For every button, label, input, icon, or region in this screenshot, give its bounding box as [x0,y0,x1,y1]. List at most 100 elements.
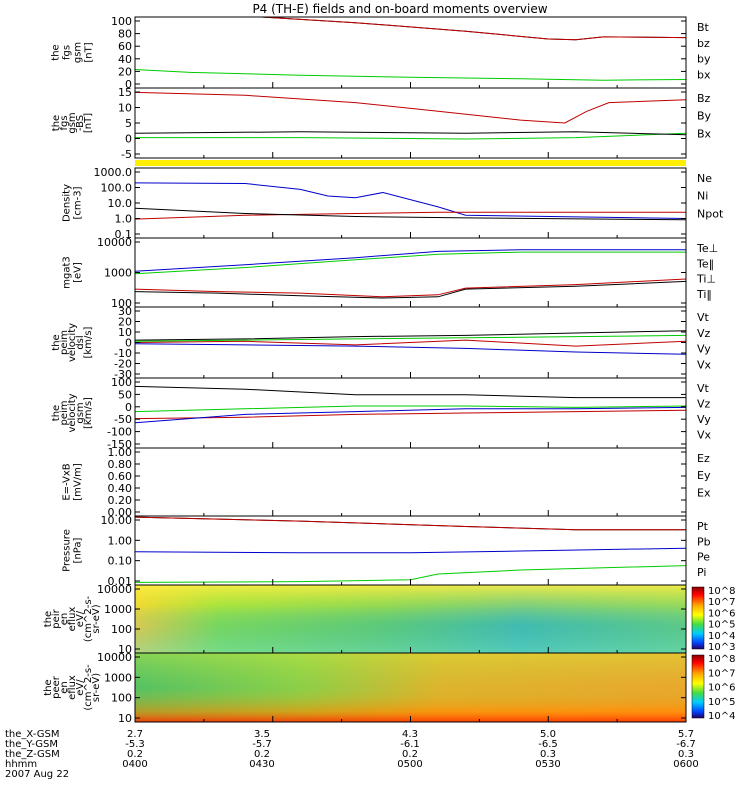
x-axis-value: 2.7 [127,729,143,740]
y-axis-label: peer [51,675,62,699]
y-axis-label: [nT] [83,113,94,133]
y-tick-label: 0.00 [108,506,133,519]
y-tick-label: 1.00 [108,446,133,459]
panel-frame [134,87,687,159]
x-axis-value: 0.2 [402,749,418,760]
y-axis-label: peir [51,608,62,628]
colorbar-label: 10^5 [708,697,735,708]
figure-title: P4 (TH-E) fields and on-board moments ov… [252,2,547,16]
x-axis-value: -5.3 [125,739,145,750]
y-tick-label: 5 [125,117,132,130]
y-axis-label: [nPa] [73,537,84,563]
x-axis-row-label: the_Y-GSM [5,739,58,750]
colorbar-label: 10^8 [708,586,735,597]
spectrogram-overlay [135,585,686,653]
legend-entry: Ez [697,452,710,465]
x-axis-value: 0.2 [254,749,270,760]
x-axis-value: 0.2 [127,749,143,760]
y-tick-label: 0.01 [108,575,133,588]
panel-frame [134,237,687,308]
series-line-Vy [134,405,687,413]
x-axis-value: -6.5 [538,739,558,750]
series-line-Vx [134,343,687,355]
colorbar-label: 10^6 [708,683,735,694]
y-tick-label: 100 [111,376,132,389]
legend-entry: Bt [697,21,710,34]
x-axis-value: 0.3 [540,749,556,760]
colorbar-label: 10^7 [708,668,735,679]
y-tick-label: 1.0 [115,213,133,226]
series-line-Ti‖ [134,251,686,275]
y-tick-label: 60 [118,40,132,53]
y-axis-label: gsm [67,112,78,133]
series-line-By [135,132,687,140]
series-line-Ti⊥ [134,249,686,272]
legend-entry: bx [697,68,711,81]
y-axis-label: eV/ [75,610,86,627]
y-axis-label: peim [59,400,70,425]
y-tick-label: 0.20 [108,494,133,507]
y-tick-label: 10.00 [101,514,133,527]
y-tick-label: -10 [114,347,132,360]
y-axis-label: eflux [67,607,78,632]
series-line-Vt [134,330,687,341]
colorbar-label: 10^5 [708,620,735,631]
y-tick-label: -100 [107,426,132,439]
legend-entry: Npot [697,207,724,220]
series-line-Pb [134,516,686,531]
legend-entry: Vz [697,398,711,411]
colorbar [691,654,705,719]
y-axis-label: gsm [73,42,84,63]
y-tick-label: 0.60 [108,470,133,483]
y-tick-label: 10 [118,326,132,339]
y-tick-label: 0.40 [108,482,133,495]
y-axis-label: peim [59,330,70,355]
colorbar-label: 10^4 [708,711,735,722]
y-tick-label: 50 [118,388,132,401]
colorbar [691,586,705,650]
y-tick-label: 15 [118,86,132,99]
panel-frame [134,515,687,586]
y-tick-label: 20 [118,316,132,329]
x-axis-value: 0530 [535,759,560,770]
y-axis-label: mgat3 [62,256,73,289]
x-axis-value: 0430 [249,759,274,770]
series-line-Pi [134,547,687,554]
series-line-Bz [134,91,687,124]
y-tick-label: 10 [118,643,132,656]
y-axis-label: [cm-3] [73,186,84,219]
x-axis-value: 5.7 [678,729,694,740]
panel-temperature: Te⊥ Te‖ Ti⊥ Ti‖ 10000 1000 100 mgat3 [eV] [62,236,719,310]
panel-peir_en_eflux: 10^810^710^610^510^410^3 10000 1000 100 10 th… [43,583,735,656]
x-axis-value: -5.7 [252,739,272,750]
y-tick-label: 1000 [104,671,132,684]
x-axis-labels: the_X-GSM 2.7 3.5 4.3 5.0 5.7 the_Y-GSM -5.3 -5.… [5,729,699,780]
y-tick-label: 0.10 [108,555,133,568]
panel-efield: Ez Ey Ex 1.000.800.600.400.200.00 E=-VxB [mV/… [62,446,711,519]
y-axis-label: gsm [75,402,86,423]
legend-entry: Bz [697,92,711,105]
y-tick-label: 10000 [97,583,132,596]
panel-density: Ne Ni Npot 1000.0 100.0 10.0 1.0 0.1 Density [cm-… [62,166,724,241]
y-tick-label: 10 [118,712,132,725]
y-axis-label: E=-VxB [62,463,73,500]
y-axis-label: Pressure [62,529,73,572]
y-axis-label: en [59,613,70,626]
x-axis-value: 0.3 [678,749,694,760]
y-tick-label: 1000.0 [94,166,133,179]
legend-entry: Te‖ [696,257,714,270]
series-line-Vz [134,339,687,347]
legend-entry: Bx [697,127,712,140]
panel-frame [134,167,687,239]
legend-entry: Vt [697,382,710,395]
panel-pressure: Pt Pb Pe Pi 10.00 1.00 0.10 0.01 Pressure [nPa] [62,514,711,588]
panel-frame [134,447,687,517]
colorbar-label: 10^7 [708,597,735,608]
series-line-Vy [134,334,687,342]
y-axis-label: Density [62,184,73,222]
y-tick-label: 100 [111,15,132,28]
y-tick-label: -150 [107,438,132,451]
